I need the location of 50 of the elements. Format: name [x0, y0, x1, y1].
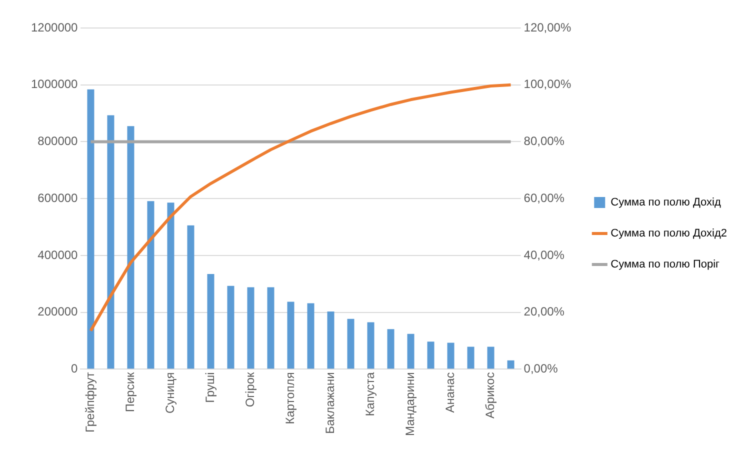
bar	[327, 311, 334, 369]
y2-tick-label: 120,00%	[524, 20, 572, 34]
y2-tick-label: 100,00%	[524, 77, 572, 92]
y-tick-label: 200000	[38, 304, 78, 319]
bar	[247, 287, 254, 369]
bar	[387, 329, 394, 369]
x-tick-label: Капуста	[363, 372, 378, 416]
x-tick-label: Мандарини	[403, 372, 418, 436]
y2-tick-label: 60,00%	[524, 190, 565, 205]
bar	[267, 287, 274, 369]
x-tick-label: Ананас	[443, 372, 458, 413]
bar	[87, 89, 94, 369]
x-tick-label: Персик	[123, 371, 138, 412]
y2-tick-label: 0,00%	[524, 362, 558, 376]
y-tick-label: 0	[71, 362, 78, 376]
y-tick-label: 600000	[38, 190, 78, 205]
bar	[107, 115, 114, 369]
bar	[167, 202, 174, 369]
y2-tick-label: 40,00%	[524, 248, 565, 262]
y2-tick-label: 20,00%	[524, 304, 565, 319]
bar	[507, 360, 514, 369]
x-tick-label: Картопля	[283, 372, 298, 424]
x-tick-label: Суниця	[163, 372, 178, 414]
bar	[347, 318, 354, 369]
bar	[207, 274, 214, 369]
legend-label: Сумма по полю Дохід2	[610, 228, 728, 240]
bar	[447, 342, 454, 369]
bar	[127, 126, 134, 369]
bar	[187, 225, 194, 369]
y-tick-label: 1000000	[31, 77, 78, 92]
y-tick-label: 1200000	[31, 20, 78, 34]
bar	[367, 322, 374, 369]
bar	[307, 303, 314, 369]
bar	[227, 286, 234, 369]
x-tick-label: Груші	[203, 372, 218, 403]
x-tick-label: Баклажани	[323, 372, 338, 434]
bar	[427, 342, 434, 369]
x-tick-label: Огірок	[243, 371, 258, 408]
bar	[407, 334, 414, 369]
bar	[287, 302, 294, 369]
bar	[467, 346, 474, 369]
legend-label: Сумма по полю Дохід	[610, 196, 722, 209]
y-tick-label: 400000	[38, 248, 78, 262]
bar	[487, 346, 494, 369]
bar	[147, 201, 154, 369]
y-tick-label: 800000	[38, 134, 78, 148]
x-tick-label: Абрикос	[483, 372, 498, 418]
x-tick-label: Грейпфрут	[83, 372, 98, 432]
y2-tick-label: 80,00%	[524, 134, 565, 148]
legend-label: Сумма по полю Поріг	[610, 258, 720, 271]
